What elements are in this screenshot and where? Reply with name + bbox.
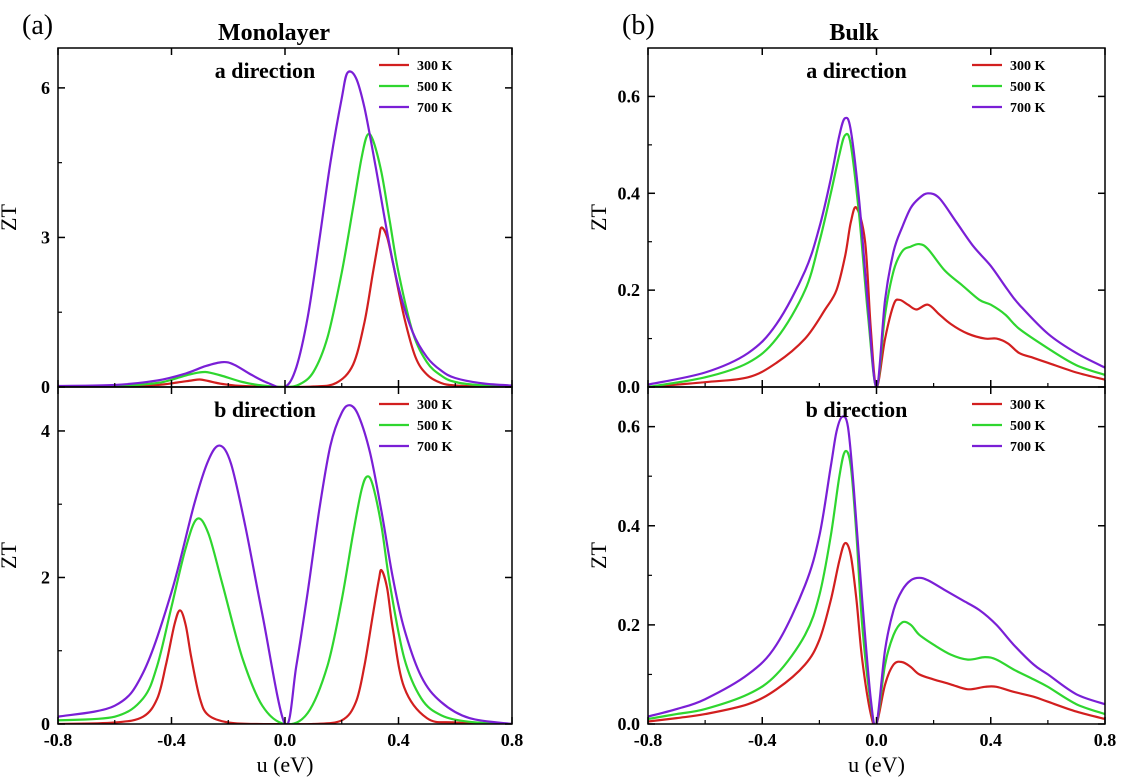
x-tick-label: 0.4 [387,730,410,750]
y-axis-title: ZT [0,542,21,569]
series-line-500k [648,449,1105,724]
y-tick-label: 0.2 [618,615,641,635]
series-line-300k [648,206,1105,387]
legend-label: 500 K [1010,419,1046,434]
legend-label: 700 K [417,101,453,116]
series-line-300k [58,226,512,387]
legend-label: 500 K [417,80,453,95]
x-tick-label: 0.8 [1094,730,1117,750]
series-line-500k [58,475,512,724]
y-tick-label: 0.6 [618,86,641,106]
y-tick-label: 3 [41,227,50,247]
direction-label: b direction [806,397,908,422]
y-tick-label: 0.4 [618,516,641,536]
direction-label: a direction [215,58,315,83]
series-group [58,70,512,387]
legend-label: 700 K [417,440,453,455]
x-tick-label: -0.4 [157,730,186,750]
x-tick-label: -0.4 [748,730,777,750]
plot-frame [57,386,513,725]
x-tick-label: -0.8 [634,730,663,750]
plot-frame [57,47,513,388]
y-tick-label: 0 [41,714,50,734]
panel-a-title: Monolayer [218,20,330,46]
series-group [648,415,1105,724]
legend-label: 500 K [417,419,453,434]
plot-monolayer-b-direction: 0 2 4 -0.8 -0.4 0.0 0.4 0.8 ZT u (eV) b direction 3… [0,386,524,777]
x-tick-label: 0.8 [501,730,524,750]
x-tick-label: -0.8 [44,730,73,750]
plot-frame [647,386,1106,725]
direction-label: b direction [214,397,316,422]
direction-label: a direction [806,58,906,83]
x-tick-label: 0.0 [865,730,888,750]
y-tick-label: 6 [41,78,50,98]
y-tick-label: 0.4 [618,183,641,203]
y-tick-label: 0.0 [618,714,641,734]
y-axis-title: ZT [586,542,611,569]
series-line-700k [648,415,1105,724]
series-line-500k [58,132,512,387]
series-line-300k [648,541,1105,724]
y-tick-label: 0.0 [618,377,641,397]
series-line-300k [58,568,512,724]
plot-frame [647,47,1106,388]
y-tick-label: 4 [41,421,50,441]
series-group [648,116,1105,387]
x-axis-title: u (eV) [257,752,314,777]
y-axis-title: ZT [0,204,21,231]
x-axis-title: u (eV) [848,752,905,777]
y-tick-label: 0.2 [618,280,641,300]
legend-label: 300 K [1010,398,1046,413]
y-tick-label: 0 [41,377,50,397]
series-line-500k [648,132,1105,387]
plot-bulk-a-direction: 0.0 0.2 0.4 0.6 ZT a direction 300 K 500 K 700 K [586,47,1106,397]
y-tick-label: 2 [41,567,50,587]
legend-label: 500 K [1010,80,1046,95]
panel-b-title: Bulk [829,20,879,46]
panel-a-letter: (a) [22,10,53,41]
plot-bulk-b-direction: 0.0 0.2 0.4 0.6 -0.8 -0.4 0.0 0.4 0.8 ZT u (eV) b d… [586,386,1117,777]
legend-label: 300 K [417,59,453,74]
legend-label: 300 K [417,398,453,413]
panel-b-letter: (b) [622,10,655,41]
legend-label: 700 K [1010,101,1046,116]
series-line-700k [648,116,1105,387]
series-line-700k [58,70,512,387]
y-tick-label: 0.6 [618,417,641,437]
legend-label: 300 K [1010,59,1046,74]
series-group [58,404,512,724]
legend-label: 700 K [1010,440,1046,455]
plot-monolayer-a-direction: 0 3 6 ZT a direction 300 K 500 K 700 K [0,47,513,397]
series-line-700k [58,404,512,724]
y-axis-title: ZT [586,204,611,231]
x-tick-label: 0.4 [980,730,1003,750]
x-tick-label: 0.0 [274,730,297,750]
